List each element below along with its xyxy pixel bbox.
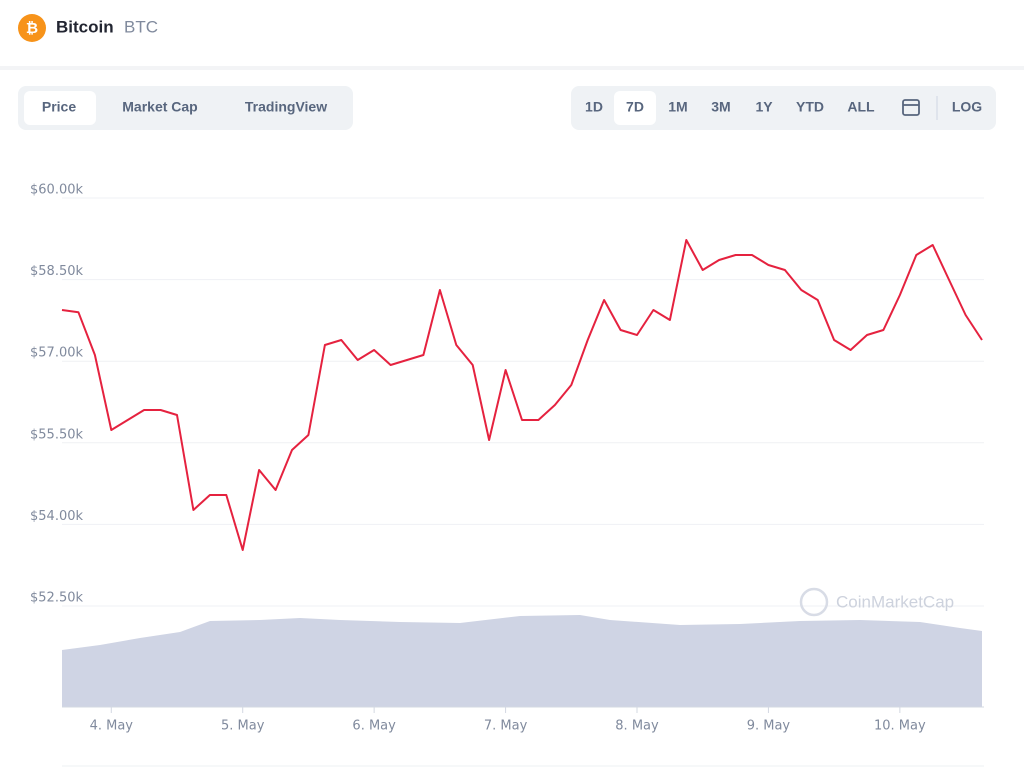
volume-area — [62, 615, 982, 707]
range-selected — [614, 91, 656, 125]
tab-group — [18, 86, 353, 130]
coin-symbol: BTC — [124, 17, 158, 36]
range-button[interactable]: 3M — [711, 99, 730, 115]
watermark-text: CoinMarketCap — [836, 592, 954, 611]
watermark: CoinMarketCap — [799, 587, 954, 617]
range-button[interactable]: 1D — [585, 99, 603, 115]
coin-icon-glyph: ₿ — [26, 20, 38, 37]
x-tick-label: 9. May — [747, 719, 791, 734]
x-tick-label: 4. May — [90, 719, 134, 734]
range-button[interactable]: 1M — [668, 99, 687, 115]
tab[interactable]: TradingView — [245, 99, 327, 115]
header — [0, 0, 1024, 66]
x-tick-label: 7. May — [484, 719, 528, 734]
calendar-icon[interactable] — [902, 99, 920, 116]
price-line — [61, 239, 983, 551]
y-tick-label: $60.00k — [30, 183, 83, 198]
header-shadow — [0, 66, 1024, 70]
range-button[interactable]: YTD — [796, 99, 824, 115]
x-tick-label: 10. May — [874, 719, 926, 734]
range-button[interactable]: ALL — [847, 99, 875, 115]
tab[interactable]: Price — [42, 99, 76, 115]
calendar-body — [902, 99, 920, 116]
range-group — [571, 86, 996, 130]
y-tick-label: $52.50k — [30, 591, 83, 606]
coin-icon — [18, 14, 46, 42]
y-tick-label: $55.50k — [30, 427, 83, 442]
y-tick-label: $58.50k — [30, 264, 83, 279]
y-tick-label: $57.00k — [30, 346, 83, 361]
range-button[interactable]: 1Y — [755, 99, 773, 115]
tab[interactable]: Market Cap — [122, 99, 197, 115]
x-tick-label: 6. May — [352, 719, 396, 734]
watermark-logo — [799, 587, 829, 617]
coin-name: Bitcoin — [56, 17, 114, 36]
log-button[interactable]: LOG — [952, 99, 982, 115]
x-tick-label: 5. May — [221, 719, 265, 734]
x-tick-label: 8. May — [615, 719, 659, 734]
y-tick-label: $54.00k — [30, 509, 83, 524]
plot — [62, 197, 984, 607]
tab-selected — [24, 91, 96, 125]
range-button[interactable]: 7D — [626, 99, 644, 115]
